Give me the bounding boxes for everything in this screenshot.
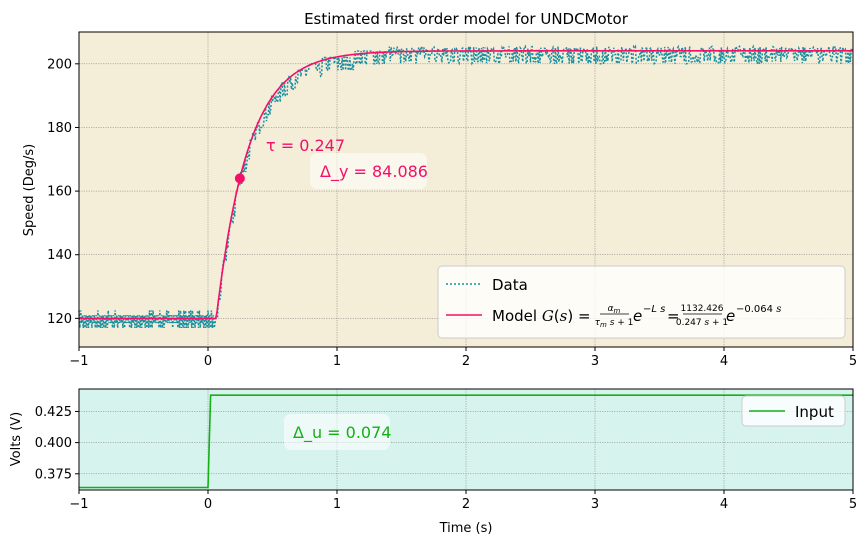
speed-y-tick-label: 180 — [47, 121, 72, 136]
time-x-axis-label: Time (s) — [439, 521, 493, 536]
input-x-tick-label: 5 — [849, 497, 857, 512]
speed-legend: Data Model G(s) = αm τm s + 1 e −L s = 1… — [437, 265, 846, 339]
data-line — [78, 43, 854, 329]
input-x-tick-label: 4 — [720, 497, 728, 512]
input-chart: Δ_u = 0.074 −1 0 1 2 3 4 5 0.375 0.400 0.425 Volt… — [9, 388, 857, 536]
model-line — [79, 49, 853, 320]
input-x-tick-label: 2 — [462, 497, 470, 512]
svg-text:τm s + 1: τm s + 1 — [595, 318, 634, 329]
speed-chart-ticks: −1 0 1 2 3 4 5 120 140 160 180 200 — [47, 57, 857, 369]
tau-point-marker — [234, 173, 245, 184]
input-y-tick-label: 0.375 — [35, 467, 72, 482]
input-y-tick-label: 0.400 — [35, 436, 72, 451]
legend-model-label: Model G(s) = αm τm s + 1 e −L s = 1132.4… — [492, 304, 781, 329]
input-x-tick-label: 3 — [591, 497, 599, 512]
chart-title: Estimated first order model for UNDCMoto… — [304, 10, 629, 28]
speed-legend-box — [437, 265, 846, 339]
data-series — [78, 43, 854, 329]
speed-x-tick-label: 0 — [204, 354, 212, 369]
speed-chart: τ = 0.247 Δ_y = 84.086 −1 0 1 2 3 4 5 120 140 160… — [22, 10, 857, 369]
speed-x-tick-label: 1 — [333, 354, 341, 369]
input-legend-box — [741, 395, 846, 427]
speed-x-tick-label: 5 — [849, 354, 857, 369]
speed-y-axis-label: Speed (Deg/s) — [22, 144, 37, 236]
svg-text:−0.064 s: −0.064 s — [736, 304, 781, 315]
legend-data-label: Data — [492, 276, 528, 294]
volts-y-axis-label: Volts (V) — [9, 412, 24, 467]
svg-text:1132.426: 1132.426 — [681, 304, 724, 314]
svg-text:=: = — [667, 307, 680, 325]
speed-x-tick-label: 2 — [462, 354, 470, 369]
input-x-tick-label: 0 — [204, 497, 212, 512]
delta-u-annotation-box — [284, 414, 390, 450]
input-x-tick-label: −1 — [69, 497, 88, 512]
speed-x-tick-label: 3 — [591, 354, 599, 369]
input-chart-ticks: −1 0 1 2 3 4 5 0.375 0.400 0.425 — [35, 405, 857, 512]
speed-y-tick-label: 140 — [47, 248, 72, 263]
speed-y-tick-label: 160 — [47, 185, 72, 200]
input-y-tick-label: 0.425 — [35, 405, 72, 420]
speed-x-tick-label: 4 — [720, 354, 728, 369]
svg-text:Model G(s) =: Model G(s) = — [492, 307, 591, 325]
svg-text:0.247 s + 1: 0.247 s + 1 — [676, 318, 728, 328]
legend-input-label: Input — [795, 403, 834, 421]
svg-text:e: e — [726, 307, 735, 325]
svg-text:αm: αm — [608, 304, 621, 315]
svg-text:−L s: −L s — [643, 304, 665, 315]
delta-y-annotation: Δ_y = 84.086 — [320, 162, 428, 182]
speed-x-tick-label: −1 — [69, 354, 88, 369]
svg-text:e: e — [633, 307, 642, 325]
tau-annotation: τ = 0.247 — [266, 136, 345, 155]
model-series — [79, 49, 853, 320]
speed-y-tick-label: 120 — [47, 312, 72, 327]
input-series — [79, 394, 853, 489]
speed-y-tick-label: 200 — [47, 57, 72, 72]
delta-y-annotation-box — [310, 153, 427, 189]
input-legend: Input — [741, 395, 846, 427]
delta-u-annotation: Δ_u = 0.074 — [293, 423, 391, 443]
input-x-tick-label: 1 — [333, 497, 341, 512]
